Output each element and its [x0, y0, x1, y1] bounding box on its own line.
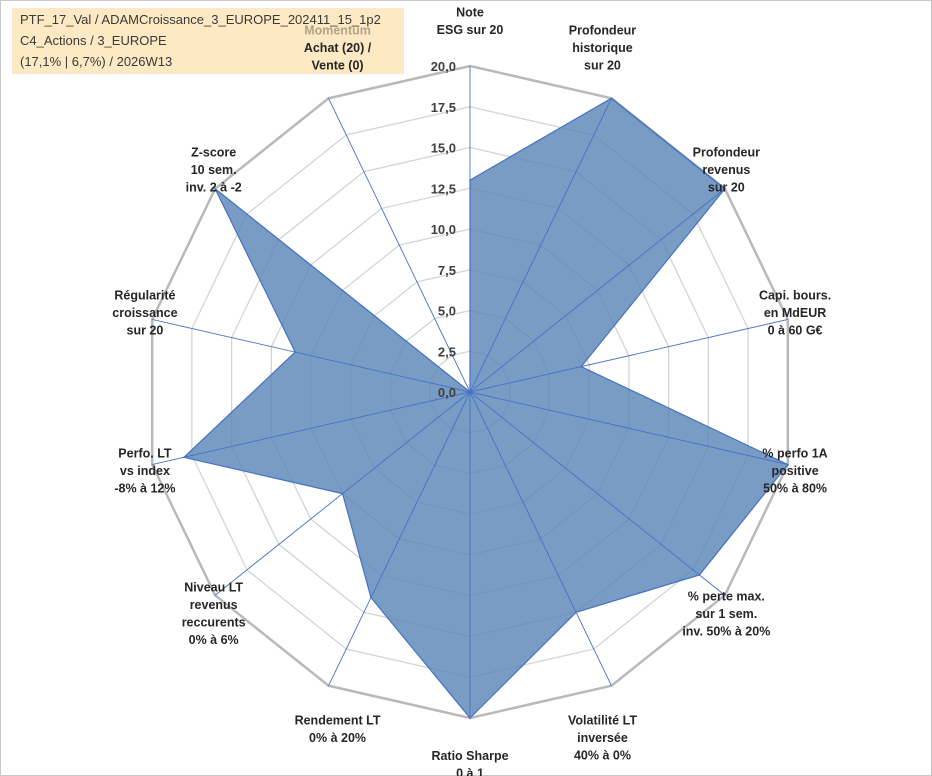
tick-label: 15,0: [431, 141, 456, 156]
axis-label-line: positive: [771, 464, 818, 478]
tick-label: 2,5: [438, 344, 456, 359]
axis-label-line: Achat (20) /: [304, 41, 372, 55]
axis-label-line: croissance: [112, 306, 177, 320]
axis-spoke: [469, 391, 726, 596]
axis-label-line: 40% à 0%: [574, 749, 631, 763]
axis-label: Note ESG sur 20: [437, 6, 504, 38]
axis-spoke: [469, 391, 788, 465]
tick-label: 20,0: [431, 59, 456, 74]
axis-spoke: [152, 319, 471, 393]
axis-label-line: % perte max.: [688, 589, 765, 603]
axis-label: Perfo. LT vs index -8% à 12%: [114, 447, 175, 496]
axis-label-line: 0% à 6%: [189, 633, 239, 647]
tick-label: 7,5: [438, 263, 456, 278]
axis-spoke: [214, 391, 471, 596]
axis-label-line: 0 à 60 G€: [768, 323, 823, 337]
axis-label: Capi. bours. en MdEUR 0 à 60 G€: [759, 288, 831, 337]
info-line-portfolio: PTF_17_Val / ADAMCroissance_3_EUROPE_202…: [20, 12, 381, 27]
axis-label: Rendement LT 0% à 20%: [295, 714, 381, 746]
axis-label-line: 0 à 1: [456, 767, 484, 776]
tick-label: 5,0: [438, 304, 456, 319]
axis-label-header: Momentum: [304, 23, 371, 37]
axis-label-line: Capi. bours.: [759, 288, 831, 302]
tick-label: 17,5: [431, 100, 456, 115]
axis-label-line: Volatilité LT: [568, 714, 637, 728]
axis-label: Profondeur historique sur 20: [569, 23, 636, 72]
axis-label: % perfo 1A positive 50% à 80%: [762, 447, 827, 496]
tick-label: 12,5: [431, 181, 456, 196]
axis-label-line: Rendement LT: [295, 714, 381, 728]
axis-label-line: % perfo 1A: [762, 447, 827, 461]
axis-label: Momentum Achat (20) / Vente (0): [304, 23, 372, 72]
axis-label-line: Régularité: [114, 288, 175, 302]
axis-label-line: Ratio Sharpe: [431, 749, 508, 763]
axis-label-line: sur 1 sem.: [695, 607, 757, 621]
axis-label-line: inv. 2 à -2: [186, 181, 242, 195]
axis-label: Ratio Sharpe 0 à 1: [431, 749, 508, 776]
axis-label-line: reccurents: [182, 616, 246, 630]
axis-label-line: vs index: [120, 464, 170, 478]
spokes: [152, 66, 788, 718]
axis-spoke: [469, 188, 726, 393]
axis-label: % perte max. sur 1 sem. inv. 50% à 20%: [682, 589, 770, 638]
axis-label-line: Z-score: [191, 146, 236, 160]
axis-spoke: [469, 98, 612, 393]
info-line-stats: (17,1% | 6,7%) / 2026W13: [20, 54, 173, 69]
axis-label-line: sur 20: [708, 181, 745, 195]
axis-label-line: revenus: [190, 598, 238, 612]
tick-label: 10,0: [431, 222, 456, 237]
axis-label-line: Vente (0): [311, 58, 363, 72]
axis-label: Z-score 10 sem. inv. 2 à -2: [186, 146, 242, 195]
axis-label-line: en MdEUR: [764, 306, 827, 320]
axis-label-line: Perfo. LT: [118, 447, 172, 461]
axis-label-line: -8% à 12%: [114, 482, 175, 496]
axis-label-line: 0% à 20%: [309, 731, 366, 745]
axis-label-line: Niveau LT: [184, 581, 243, 595]
info-line-category: C4_Actions / 3_EUROPE: [20, 33, 167, 48]
axis-label-line: Note: [456, 6, 484, 20]
axis-label-line: Profondeur: [693, 146, 760, 160]
axis-label-line: sur 20: [127, 323, 164, 337]
axis-label-line: 50% à 80%: [763, 482, 827, 496]
axis-label-line: sur 20: [584, 58, 621, 72]
axis-spoke: [469, 391, 612, 686]
axis-spoke: [328, 391, 471, 686]
axis-label: Niveau LT revenus reccurents 0% à 6%: [182, 581, 246, 648]
axis-spoke: [469, 319, 788, 393]
info-box: PTF_17_Val / ADAMCroissance_3_EUROPE_202…: [12, 8, 404, 74]
axis-label: Profondeur revenus sur 20: [693, 146, 760, 195]
tick-label: 0,0: [438, 385, 456, 400]
axis-label-line: inversée: [577, 731, 628, 745]
axis-label-line: historique: [572, 41, 632, 55]
axis-label: Volatilité LT inversée 40% à 0%: [568, 714, 637, 763]
axis-spoke: [328, 98, 471, 393]
axis-spoke: [152, 391, 471, 465]
axis-label-line: ESG sur 20: [437, 23, 504, 37]
axis-label: Régularité croissance sur 20: [112, 288, 177, 337]
axis-label-line: inv. 50% à 20%: [682, 624, 770, 638]
axis-label-line: revenus: [702, 163, 750, 177]
axis-label-line: 10 sem.: [191, 163, 237, 177]
axis-spoke: [214, 188, 471, 393]
axis-label-line: Profondeur: [569, 23, 636, 37]
